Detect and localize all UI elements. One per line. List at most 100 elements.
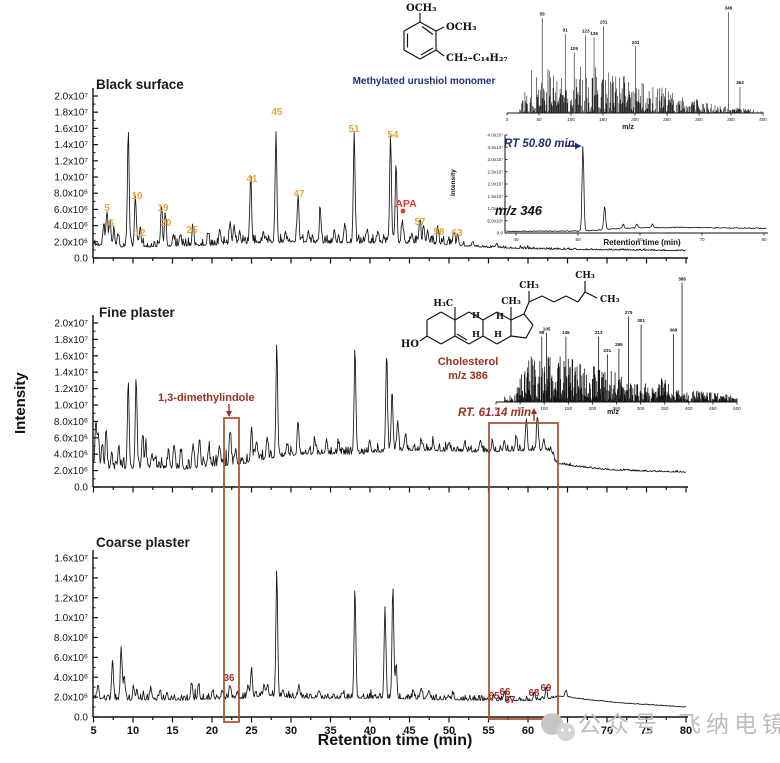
apa-marker-dot bbox=[400, 208, 406, 214]
watermark-part2: 飞纳电镜 bbox=[678, 711, 780, 737]
inset-retention-time-label: Retention time (min) bbox=[603, 238, 681, 247]
cholesterol-bond bbox=[419, 335, 428, 342]
x-tick-label: 40 bbox=[364, 725, 376, 737]
ms-tick-label: 0 bbox=[495, 406, 498, 411]
eic-y-tick-label: 0.0 bbox=[497, 231, 504, 236]
cholesterol-annotation-line1: Cholesterol bbox=[437, 356, 499, 368]
urushiol-bond bbox=[435, 26, 445, 32]
ms-tick-label: 400 bbox=[759, 117, 767, 122]
y-tick-label: 1.4x10⁷ bbox=[54, 140, 88, 151]
cholesterol-atom-label: H₃C bbox=[433, 299, 453, 309]
eic-y-tick-label: 2.5x10⁷ bbox=[488, 169, 504, 174]
x-tick-label: 15 bbox=[166, 725, 178, 737]
x-axis-label-retention-time: Retention time (min) bbox=[317, 732, 473, 749]
ms-tick-label: 450 bbox=[709, 406, 717, 411]
eic-y-tick-label: 5.0x10⁶ bbox=[487, 218, 503, 223]
cholesterol-bond bbox=[440, 335, 456, 345]
ms-tick-label: 150 bbox=[564, 406, 572, 411]
rt5080-arrow-head bbox=[575, 142, 582, 150]
y-tick-label: 0.0 bbox=[74, 713, 88, 724]
cholesterol-atom-label: H bbox=[472, 330, 480, 340]
y-tick-label: 0.0 bbox=[74, 254, 88, 265]
peak-label-APA: APA bbox=[395, 198, 417, 210]
ms-peak-label-201: 201 bbox=[632, 40, 640, 45]
ms-peak-label-105: 105 bbox=[570, 46, 578, 51]
ms-peak-label-145: 145 bbox=[562, 330, 570, 335]
peak-label-10: 10 bbox=[132, 191, 143, 202]
urushiol-caption: Methylated urushiol monomer bbox=[352, 76, 496, 87]
ms-peak-label-213: 213 bbox=[595, 330, 603, 335]
ms-peak-label-275: 275 bbox=[625, 310, 633, 315]
ms-tick-label: 250 bbox=[613, 406, 621, 411]
eic-y-tick-label: 3.5x10⁷ bbox=[488, 145, 504, 150]
urushiol-bond bbox=[403, 21, 421, 32]
x-tick-label: 70 bbox=[601, 725, 613, 737]
peak-label-20: 20 bbox=[161, 218, 172, 229]
cholesterol-atom-label: HO bbox=[401, 339, 419, 350]
eic-x-tick-label: 40 bbox=[513, 237, 519, 242]
ms-tick-label: 400 bbox=[685, 406, 693, 411]
peak-label-5: 5 bbox=[104, 203, 110, 214]
y-tick-label: 1.6x10⁷ bbox=[54, 351, 88, 362]
cholesterol-bond bbox=[523, 301, 530, 315]
ms-peak-label-123: 123 bbox=[582, 29, 590, 34]
eic-y-tick-label: 3.0x10⁷ bbox=[488, 157, 504, 162]
highlight-box-rt6114 bbox=[488, 422, 559, 720]
highlight-box-dimethylindole bbox=[223, 417, 240, 723]
ms-tick-label: 100 bbox=[567, 117, 575, 122]
ms-peak-label-91: 91 bbox=[563, 28, 569, 33]
rt-50-80-annotation: RT 50.80 min bbox=[504, 138, 575, 150]
ms-peak-label-95: 95 bbox=[539, 330, 545, 335]
eic-trace-mz346 bbox=[505, 146, 767, 233]
y-tick-label: 2.0x10⁶ bbox=[54, 237, 88, 248]
cholesterol-bond bbox=[553, 295, 567, 303]
y-tick-label: 1.4x10⁷ bbox=[54, 573, 88, 584]
ms-peak-label-364: 364 bbox=[736, 80, 744, 85]
cholesterol-bond bbox=[577, 291, 586, 303]
peak-label-63: 63 bbox=[452, 228, 463, 239]
cholesterol-bond bbox=[510, 335, 527, 339]
y-tick-label: 8.0x10⁶ bbox=[54, 417, 88, 428]
y-tick-label: 4.0x10⁶ bbox=[54, 673, 88, 684]
mz-axis-label-cholesterol: m/z bbox=[607, 409, 619, 416]
x-tick-label: 5 bbox=[90, 725, 96, 737]
rt6114-arrow-head bbox=[531, 408, 537, 414]
eic-x-tick-label: 70 bbox=[699, 237, 705, 242]
watermark-icon-eye bbox=[567, 728, 572, 732]
cholesterol-bond bbox=[468, 335, 484, 345]
cholesterol-bond bbox=[496, 311, 512, 321]
y-axis-label-intensity: Intensity bbox=[12, 372, 29, 434]
ms-peak-label-255: 255 bbox=[615, 342, 623, 347]
cholesterol-atom-label: CH₃ bbox=[501, 297, 521, 307]
mz-346-annotation: m/z 346 bbox=[495, 203, 542, 218]
ms-tick-label: 50 bbox=[518, 406, 524, 411]
ms-tick-label: 350 bbox=[661, 406, 669, 411]
cholesterol-bond bbox=[454, 311, 470, 321]
y-tick-label: 2.0x10⁶ bbox=[54, 466, 88, 477]
urushiol-atom-label: CH₂–C₁₄H₂₇ bbox=[446, 53, 508, 64]
x-tick-label: 50 bbox=[443, 725, 455, 737]
ms-tick-label: 250 bbox=[663, 117, 671, 122]
y-tick-label: 2.0x10⁷ bbox=[54, 319, 88, 330]
cholesterol-bond bbox=[454, 335, 470, 345]
cholesterol-bond bbox=[584, 291, 598, 299]
mz-axis-label-urushiol: m/z bbox=[622, 124, 634, 131]
cholesterol-bond bbox=[426, 311, 442, 321]
cholesterol-bond bbox=[523, 313, 534, 326]
y-tick-label: 4.0x10⁶ bbox=[54, 221, 88, 232]
eic-y-tick-label: 4.0x10⁷ bbox=[488, 133, 504, 138]
watermark-text: 公众号 飞纳电镜 bbox=[578, 705, 780, 739]
ms-tick-label: 350 bbox=[727, 117, 735, 122]
y-tick-label: 1.8x10⁷ bbox=[54, 108, 88, 119]
cholesterol-bond bbox=[565, 295, 579, 303]
cholesterol-bond bbox=[440, 311, 456, 321]
cholesterol-bond bbox=[482, 311, 498, 321]
eic-x-tick-label: 60 bbox=[637, 237, 643, 242]
urushiol-bond bbox=[419, 21, 437, 32]
x-tick-label: 45 bbox=[403, 725, 415, 737]
watermark-icon-front bbox=[557, 723, 575, 741]
y-tick-label: 1.2x10⁷ bbox=[54, 593, 88, 604]
x-tick-label: 10 bbox=[127, 725, 139, 737]
